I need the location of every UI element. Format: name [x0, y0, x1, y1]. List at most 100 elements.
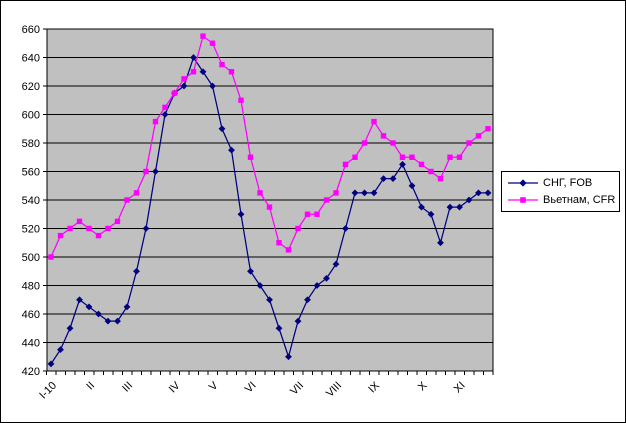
data-point-marker	[456, 203, 463, 211]
data-point-marker	[85, 303, 93, 311]
data-point-marker	[427, 210, 435, 218]
data-point-marker	[333, 190, 339, 196]
data-point-marker	[47, 360, 55, 368]
data-point-marker	[238, 97, 244, 103]
y-axis-tick-label: 640	[22, 53, 40, 65]
data-point-marker	[190, 69, 197, 75]
x-axis: I-10 II III IV V VI VII VIII IX X XI	[37, 371, 494, 402]
data-point-marker	[57, 346, 64, 354]
y-axis: 420 440 460 480 500 520 540 560 580 600 620 640 660	[22, 24, 47, 378]
data-point-marker	[152, 168, 159, 175]
data-point-marker	[352, 154, 358, 160]
data-point-marker	[447, 154, 453, 160]
data-point-marker	[485, 126, 491, 132]
data-point-marker	[313, 282, 321, 289]
data-point-marker	[124, 197, 130, 203]
y-axis-tick-label: 540	[22, 195, 40, 207]
data-point-marker	[123, 303, 131, 311]
data-point-marker	[266, 296, 273, 304]
data-point-marker	[76, 296, 83, 304]
y-axis-tick-label: 560	[22, 167, 40, 179]
data-point-marker	[152, 118, 159, 125]
legend-key-sng-fob	[508, 179, 538, 187]
data-point-marker	[142, 225, 150, 232]
data-point-marker	[209, 40, 216, 46]
x-axis-month-label: V	[207, 379, 221, 393]
series-vietnam-cfr	[48, 33, 491, 260]
chart-legend: СНГ, FOB Вьетнам, CFR	[501, 171, 620, 212]
x-axis-month-label: VI	[243, 380, 259, 396]
x-axis-month-label: VII	[288, 380, 306, 398]
data-point-marker	[370, 189, 378, 197]
data-point-marker	[275, 324, 283, 332]
data-point-marker	[76, 218, 83, 225]
data-point-marker	[323, 197, 330, 203]
data-point-marker	[228, 146, 235, 154]
data-point-marker	[48, 254, 54, 260]
data-point-marker	[218, 125, 226, 133]
x-axis-month-label: X	[416, 379, 430, 393]
legend-label-vietnam-cfr: Вьетнам, CFR	[543, 194, 616, 206]
data-point-marker	[95, 310, 102, 318]
data-point-marker	[418, 203, 425, 211]
square-marker-icon	[520, 197, 526, 203]
legend-key-vietnam-cfr	[508, 197, 538, 203]
data-point-marker	[133, 190, 140, 196]
data-point-marker	[228, 69, 235, 75]
legend-item-vietnam-cfr[interactable]: Вьетнам, CFR	[507, 194, 615, 206]
data-point-marker	[408, 182, 416, 190]
data-point-marker	[484, 189, 492, 197]
data-point-marker	[332, 260, 340, 268]
data-point-marker	[237, 210, 245, 218]
data-point-marker	[361, 140, 368, 146]
data-point-marker	[276, 240, 282, 246]
data-point-marker	[86, 225, 92, 232]
data-point-marker	[390, 140, 396, 146]
legend-item-sng-fob[interactable]: СНГ, FOB	[507, 177, 615, 189]
data-point-marker	[180, 82, 188, 90]
data-point-marker	[465, 196, 473, 204]
data-point-marker	[266, 204, 273, 210]
y-axis-tick-label: 480	[22, 281, 40, 293]
data-point-marker	[247, 154, 254, 160]
data-point-marker	[219, 61, 225, 68]
y-axis-tick-label: 660	[22, 24, 40, 36]
data-point-marker	[66, 324, 74, 332]
data-point-marker	[437, 239, 444, 247]
x-axis-month-label: XI	[452, 380, 468, 396]
data-point-marker	[295, 225, 301, 232]
data-point-marker	[314, 211, 320, 217]
y-axis-tick-label: 600	[22, 110, 40, 122]
diamond-marker-icon	[519, 179, 527, 187]
data-point-marker	[95, 232, 102, 239]
y-axis-tick-label: 580	[22, 138, 40, 150]
data-point-marker	[466, 140, 472, 146]
data-point-marker	[409, 154, 415, 160]
data-point-marker	[389, 175, 397, 183]
data-point-marker	[190, 54, 197, 61]
series-sng-fob	[47, 54, 492, 368]
data-point-marker	[200, 33, 206, 39]
data-point-marker	[380, 133, 387, 139]
data-point-marker	[304, 296, 311, 304]
data-point-marker	[209, 82, 216, 90]
data-point-marker	[104, 317, 112, 325]
data-point-marker	[67, 225, 73, 232]
y-axis-tick-label: 620	[22, 81, 40, 93]
data-point-marker	[285, 353, 292, 361]
data-point-marker	[475, 133, 482, 139]
y-axis-tick-label: 440	[22, 338, 40, 350]
data-point-marker	[133, 267, 140, 275]
data-point-marker	[418, 161, 425, 168]
x-axis-month-label: VIII	[324, 380, 344, 400]
data-point-marker	[57, 232, 64, 239]
data-point-marker	[437, 175, 444, 182]
data-point-marker	[199, 68, 207, 76]
data-point-marker	[105, 225, 111, 232]
y-axis-tick-label: 500	[22, 252, 40, 264]
data-point-marker	[342, 161, 349, 168]
data-point-marker	[114, 317, 121, 325]
data-point-marker	[285, 247, 292, 253]
